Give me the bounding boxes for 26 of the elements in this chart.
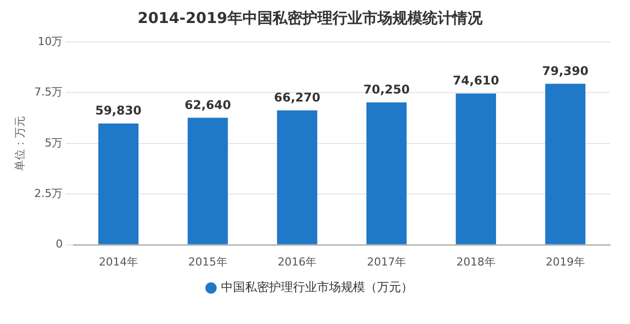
bar [98,123,138,244]
bar [366,102,407,244]
y-tick-label: 5万 [44,136,63,150]
bar [188,118,228,244]
x-tick-label: 2019年 [546,255,585,268]
x-tick-label: 2016年 [278,255,317,268]
y-tick-label: 10万 [38,34,63,48]
chart-title: 2014-2019年中国私密护理行业市场规模统计情况 [138,8,484,27]
x-tick-label: 2015年 [188,255,228,268]
text: 74,610 [452,74,500,88]
text: 70,250 [363,82,410,96]
y-tick-label: 7.5万 [34,86,63,99]
bar [456,93,496,244]
legend-label: 中国私密护理行业市场规模（万元） [221,280,413,294]
text: 66,270 [274,90,320,105]
x-tick-label: 2014年 [98,255,138,268]
bar [277,110,318,244]
x-tick-label: 2018年 [456,255,496,268]
y-axis-title: 单位：万元 [13,116,26,171]
bar [545,84,586,244]
text: 59,830 [95,104,142,118]
text: 62,640 [184,98,231,112]
text: 79,390 [542,64,588,78]
x-tick-label: 2017年 [367,255,406,268]
y-tick-label: 0 [56,238,63,251]
y-tick-label: 2.5万 [34,186,63,200]
